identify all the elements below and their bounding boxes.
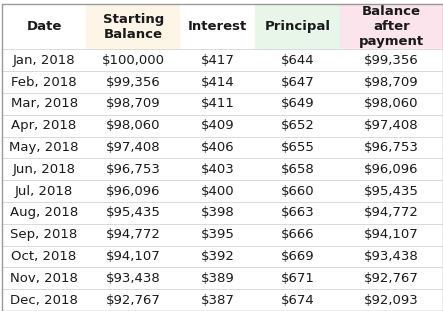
Text: $414: $414 bbox=[201, 76, 235, 89]
Text: $98,060: $98,060 bbox=[106, 119, 160, 132]
Text: $94,107: $94,107 bbox=[364, 228, 419, 241]
Text: $97,408: $97,408 bbox=[106, 141, 161, 154]
Text: $655: $655 bbox=[280, 141, 315, 154]
Text: Jul, 2018: Jul, 2018 bbox=[15, 185, 73, 197]
Text: $98,709: $98,709 bbox=[364, 76, 419, 89]
Bar bbox=[2, 4, 86, 49]
Bar bbox=[2, 289, 443, 311]
Text: $95,435: $95,435 bbox=[364, 185, 419, 197]
Text: $92,767: $92,767 bbox=[106, 294, 161, 307]
Text: $400: $400 bbox=[201, 185, 234, 197]
Text: $94,772: $94,772 bbox=[364, 207, 419, 219]
Text: Dec, 2018: Dec, 2018 bbox=[10, 294, 78, 307]
Text: $387: $387 bbox=[201, 294, 235, 307]
Bar bbox=[2, 93, 443, 115]
Text: Aug, 2018: Aug, 2018 bbox=[10, 207, 78, 219]
Text: $100,000: $100,000 bbox=[102, 54, 165, 67]
Text: Sep, 2018: Sep, 2018 bbox=[11, 228, 78, 241]
Text: $99,356: $99,356 bbox=[364, 54, 419, 67]
Text: $392: $392 bbox=[201, 250, 235, 263]
Text: Oct, 2018: Oct, 2018 bbox=[12, 250, 77, 263]
Text: $96,096: $96,096 bbox=[106, 185, 160, 197]
Text: Date: Date bbox=[27, 20, 62, 33]
Text: $96,753: $96,753 bbox=[364, 141, 419, 154]
Bar bbox=[2, 115, 443, 137]
Bar bbox=[2, 224, 443, 246]
Text: $406: $406 bbox=[201, 141, 234, 154]
Text: Feb, 2018: Feb, 2018 bbox=[12, 76, 77, 89]
Text: $666: $666 bbox=[281, 228, 315, 241]
Text: $395: $395 bbox=[201, 228, 235, 241]
Text: Starting
Balance: Starting Balance bbox=[103, 12, 164, 40]
Text: $95,435: $95,435 bbox=[106, 207, 161, 219]
Text: $663: $663 bbox=[281, 207, 315, 219]
Bar bbox=[340, 4, 443, 49]
Text: $97,408: $97,408 bbox=[364, 119, 419, 132]
Text: $411: $411 bbox=[201, 97, 235, 110]
Text: $674: $674 bbox=[281, 294, 315, 307]
Text: $409: $409 bbox=[201, 119, 234, 132]
Text: Balance
after
payment: Balance after payment bbox=[359, 5, 424, 48]
Text: $96,096: $96,096 bbox=[364, 163, 419, 176]
Text: Jun, 2018: Jun, 2018 bbox=[12, 163, 76, 176]
Text: $671: $671 bbox=[280, 272, 315, 285]
Text: Principal: Principal bbox=[264, 20, 330, 33]
Text: $658: $658 bbox=[281, 163, 315, 176]
Text: $669: $669 bbox=[281, 250, 315, 263]
Bar bbox=[2, 246, 443, 267]
Text: $644: $644 bbox=[281, 54, 315, 67]
Text: $398: $398 bbox=[201, 207, 235, 219]
Bar bbox=[2, 71, 443, 93]
Bar bbox=[2, 158, 443, 180]
Text: $93,438: $93,438 bbox=[364, 250, 419, 263]
Text: $92,767: $92,767 bbox=[364, 272, 419, 285]
Text: $96,753: $96,753 bbox=[106, 163, 161, 176]
Text: $649: $649 bbox=[281, 97, 315, 110]
Text: $389: $389 bbox=[201, 272, 235, 285]
Bar bbox=[180, 4, 255, 49]
Text: $94,772: $94,772 bbox=[106, 228, 161, 241]
Text: $98,060: $98,060 bbox=[364, 97, 419, 110]
Bar bbox=[2, 180, 443, 202]
Text: $403: $403 bbox=[201, 163, 235, 176]
Bar bbox=[2, 202, 443, 224]
Text: Jan, 2018: Jan, 2018 bbox=[13, 54, 75, 67]
Bar bbox=[2, 49, 443, 71]
Bar bbox=[2, 137, 443, 158]
Text: Interest: Interest bbox=[188, 20, 247, 33]
Text: $660: $660 bbox=[281, 185, 315, 197]
Text: Apr, 2018: Apr, 2018 bbox=[12, 119, 77, 132]
Text: Nov, 2018: Nov, 2018 bbox=[10, 272, 78, 285]
Text: $93,438: $93,438 bbox=[106, 272, 161, 285]
Text: Mar, 2018: Mar, 2018 bbox=[11, 97, 78, 110]
Text: May, 2018: May, 2018 bbox=[9, 141, 79, 154]
Text: $652: $652 bbox=[280, 119, 315, 132]
Text: $99,356: $99,356 bbox=[106, 76, 161, 89]
Bar bbox=[86, 4, 180, 49]
Text: $647: $647 bbox=[281, 76, 315, 89]
Text: $92,093: $92,093 bbox=[364, 294, 419, 307]
Text: $98,709: $98,709 bbox=[106, 97, 161, 110]
Text: $417: $417 bbox=[201, 54, 235, 67]
Bar bbox=[2, 267, 443, 289]
Text: $94,107: $94,107 bbox=[106, 250, 161, 263]
Bar bbox=[255, 4, 340, 49]
